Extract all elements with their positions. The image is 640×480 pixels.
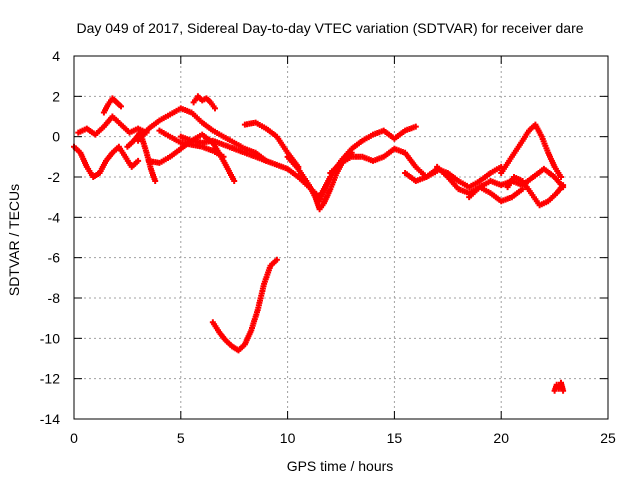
series-arc-3: [100, 95, 124, 116]
data-marker-path: [402, 163, 505, 191]
y-tick-label: -14: [40, 411, 60, 427]
x-tick-label: 25: [600, 430, 616, 446]
data-marker-path: [135, 105, 270, 164]
axis-ticks: 0 5 10 15 20 25 -14 -12 -10 -8 -6 -4 -2 0 2 4: [40, 48, 616, 446]
plot-frame: [73, 55, 609, 420]
x-tick-label: 10: [280, 430, 296, 446]
grid-lines: [74, 56, 608, 419]
data-marker-path: [71, 143, 142, 180]
series-arc-14: [402, 163, 505, 191]
series-arc-2: [75, 113, 150, 138]
series-arc-1: [71, 143, 142, 180]
data-marker-path: [156, 127, 227, 160]
series-arc-12: [316, 123, 419, 205]
x-tick-label: 0: [70, 430, 78, 446]
series-arc-7: [190, 93, 218, 112]
y-axis-label: SDTVAR / TECUs: [6, 184, 22, 296]
series-arc-17: [498, 121, 564, 180]
y-tick-label: -12: [40, 371, 60, 387]
series-arc-18: [504, 174, 567, 209]
data-marker-path: [190, 93, 218, 112]
x-tick-label: 20: [493, 430, 509, 446]
data-marker-path: [75, 113, 150, 138]
y-tick-label: -2: [48, 169, 61, 185]
y-tick-label: -6: [48, 250, 61, 266]
y-tick-label: -4: [48, 209, 61, 225]
x-tick-label: 5: [177, 430, 185, 446]
series-arc-5: [135, 105, 270, 164]
chart-title: Day 049 of 2017, Sidereal Day-to-day VTE…: [76, 20, 583, 36]
y-tick-label: -10: [40, 330, 60, 346]
y-tick-label: -8: [48, 290, 61, 306]
data-marker-path: [100, 95, 124, 116]
data-points: [71, 93, 567, 394]
y-tick-label: 4: [52, 48, 60, 64]
data-marker-path: [551, 379, 567, 394]
x-axis-label: GPS time / hours: [287, 458, 394, 474]
y-tick-label: 0: [52, 129, 60, 145]
data-marker-path: [209, 256, 280, 354]
data-marker-path: [316, 123, 419, 205]
data-marker-path: [504, 174, 567, 209]
series-arc-19: [209, 256, 280, 354]
y-tick-label: 2: [52, 88, 60, 104]
data-marker-path: [498, 121, 564, 180]
series-arc-20: [551, 379, 567, 394]
series-arc-8: [156, 127, 227, 160]
x-tick-label: 15: [387, 430, 403, 446]
